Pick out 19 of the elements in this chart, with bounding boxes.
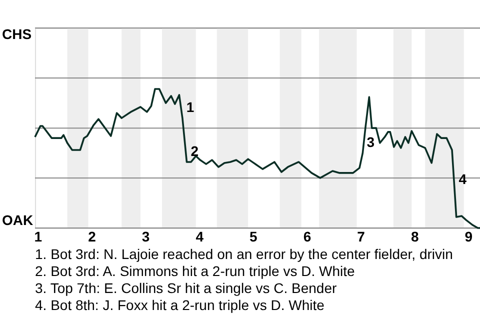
x-tick-label: 8 [410, 228, 419, 244]
x-tick-label: 7 [357, 228, 366, 244]
annotation: 3 [366, 134, 375, 150]
annotation: 2 [190, 142, 199, 159]
x-tick-label: 3 [142, 228, 150, 244]
ref-line-label: CHS [2, 26, 32, 42]
x-tick-label: 1 [34, 228, 42, 244]
x-tick-label: 9 [464, 228, 473, 244]
text: 4. Bot 8th: J. Foxx hit a 2-run triple vs D. White [35, 297, 325, 313]
x-tick-label: 5 [250, 228, 258, 244]
text: 1. Bot 3rd: N. Lajoie reached on an error by the center fielder, drivin [35, 246, 453, 262]
annotation: 1 [186, 99, 194, 116]
text: 2. Bot 3rd: A. Simmons hit a 2-run triple vs D. White [35, 263, 355, 279]
x-tick-label: 2 [88, 228, 96, 244]
annotation: 4 [458, 171, 467, 188]
ref-line-label: OAK [2, 212, 34, 228]
text: 3. Top 7th: E. Collins Sr hit a single vs C. Bender [35, 280, 338, 296]
x-tick-label: 6 [303, 228, 312, 244]
x-tick-label: 4 [196, 228, 204, 244]
